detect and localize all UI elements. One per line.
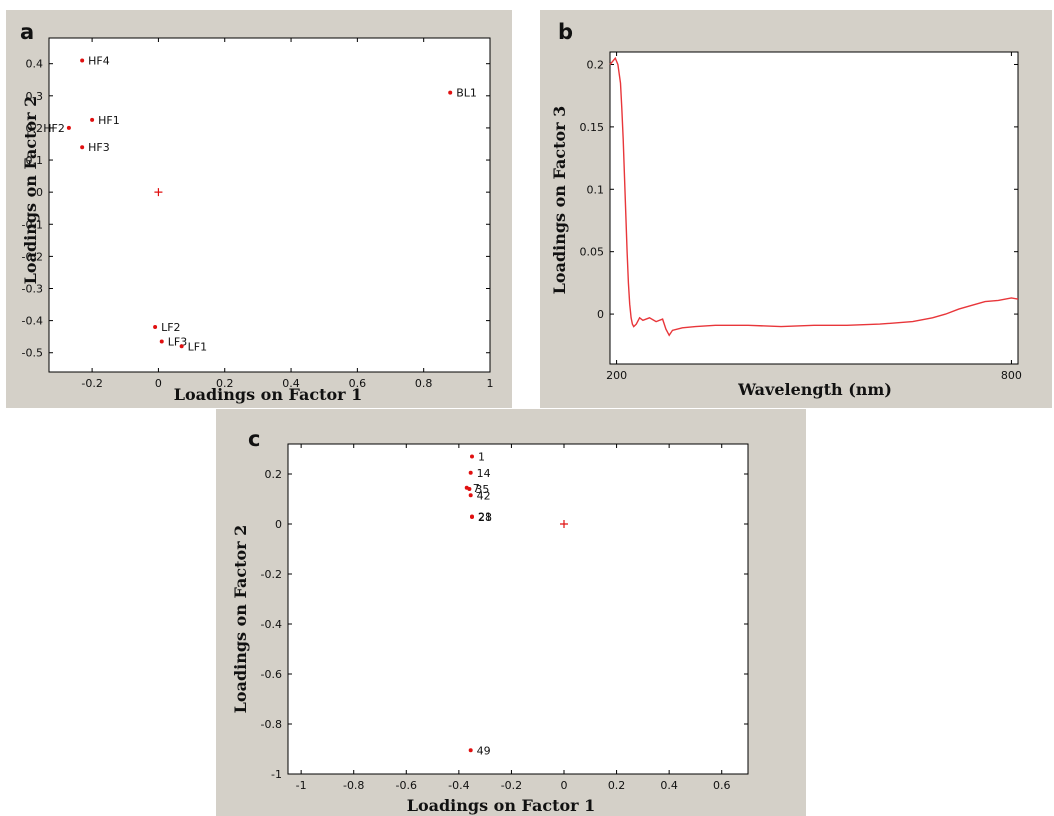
y-tick-label: -0.3 bbox=[22, 283, 43, 296]
data-point bbox=[90, 117, 95, 122]
data-point bbox=[153, 325, 158, 330]
data-point bbox=[179, 344, 184, 349]
y-tick-label: 0.2 bbox=[26, 122, 44, 135]
x-tick-label: 0.6 bbox=[713, 779, 731, 792]
data-point bbox=[80, 58, 85, 63]
y-axis-label: Loadings on Factor 2 bbox=[231, 525, 250, 714]
panel-letter: c bbox=[248, 427, 260, 451]
y-tick-label: -0.4 bbox=[261, 618, 282, 631]
y-tick-label: -0.6 bbox=[261, 668, 282, 681]
x-tick-label: -0.2 bbox=[501, 779, 522, 792]
y-tick-label: 0.1 bbox=[587, 183, 605, 196]
y-axis-label: Loadings on Factor 2 bbox=[21, 96, 40, 285]
y-tick-label: -0.2 bbox=[22, 250, 43, 263]
x-tick-label: 200 bbox=[606, 369, 627, 382]
plot-area bbox=[287, 443, 749, 775]
x-tick-label: -0.8 bbox=[343, 779, 364, 792]
origin-marker bbox=[154, 188, 163, 197]
panel-letter: a bbox=[20, 20, 34, 44]
data-point bbox=[66, 125, 71, 130]
panel-c: c -1 -0.8 -0.6 -0.4 -0.2 0 0.2 0.4 0.6 0.2 0 -0.2 -0.… bbox=[216, 409, 806, 816]
data-point-label: 35 bbox=[475, 483, 489, 496]
y-tick-label: -0.2 bbox=[261, 568, 282, 581]
x-tick-label: 1 bbox=[487, 377, 494, 390]
x-axis-label: Wavelength (nm) bbox=[737, 380, 892, 399]
data-point bbox=[468, 748, 473, 753]
data-point-label: HF1 bbox=[98, 114, 120, 127]
origin-marker bbox=[560, 520, 568, 528]
data-point-label: 21 bbox=[478, 511, 492, 524]
x-tick-label: 0.4 bbox=[660, 779, 678, 792]
data-point bbox=[448, 90, 453, 95]
data-point-label: LF1 bbox=[188, 340, 207, 353]
x-tick-label: -0.4 bbox=[448, 779, 469, 792]
data-point-label: HF2 bbox=[43, 122, 65, 135]
x-tick-label: -0.6 bbox=[396, 779, 417, 792]
panel-letter: b bbox=[558, 20, 573, 44]
y-tick-label: 0.2 bbox=[587, 58, 605, 71]
spectrum-line bbox=[609, 56, 1019, 337]
y-tick-label: -0.1 bbox=[22, 218, 43, 231]
data-point-label: 7 bbox=[473, 482, 480, 495]
y-tick-label: 0.4 bbox=[26, 58, 44, 71]
x-tick-label: 0.4 bbox=[282, 377, 300, 390]
y-tick-label: 0 bbox=[275, 518, 282, 531]
data-point-label: 28 bbox=[478, 511, 492, 524]
x-tick-label: 800 bbox=[1001, 369, 1022, 382]
y-tick-label: 0 bbox=[36, 186, 43, 199]
y-tick-label: -0.4 bbox=[22, 315, 43, 328]
x-tick-label: -1 bbox=[296, 779, 307, 792]
panel-b: b 200 800 0.2 0.15 0.1 0.05 0 Wavelength (nm) Loa… bbox=[540, 10, 1052, 408]
x-axis-label: Loadings on Factor 1 bbox=[407, 796, 596, 815]
x-tick-label: 0 bbox=[561, 779, 568, 792]
data-point bbox=[467, 487, 472, 491]
x-tick-label: 0.6 bbox=[349, 377, 367, 390]
y-tick-label: -0.8 bbox=[261, 718, 282, 731]
chart-c-svg: c -1 -0.8 -0.6 -0.4 -0.2 0 0.2 0.4 0.6 0.2 0 -0.2 -0.… bbox=[231, 427, 749, 815]
y-axis-label: Loadings on Factor 3 bbox=[550, 106, 569, 295]
panel-a: a -0.2 0 0.2 0.4 0.6 0.8 1 0.4 0.3 0.2 0.1 0 -0.1 -0.2… bbox=[6, 10, 512, 408]
data-point-label: 42 bbox=[477, 489, 491, 502]
data-point-label: 49 bbox=[477, 744, 491, 757]
y-tick-label: 0.05 bbox=[580, 246, 605, 259]
data-point-label: 1 bbox=[478, 451, 485, 464]
data-point bbox=[80, 145, 85, 150]
data-point bbox=[470, 454, 474, 459]
data-point bbox=[470, 515, 474, 519]
x-tick-label: 0.8 bbox=[415, 377, 433, 390]
data-point bbox=[468, 470, 473, 475]
data-point-label: 14 bbox=[477, 467, 491, 480]
x-tick-label: -0.2 bbox=[81, 377, 102, 390]
x-tick-label: 0 bbox=[155, 377, 162, 390]
y-tick-label: -1 bbox=[271, 768, 282, 781]
chart-b-svg: b 200 800 0.2 0.15 0.1 0.05 0 Wavelength (nm) Loa… bbox=[550, 20, 1022, 399]
data-point-label: BL1 bbox=[456, 87, 477, 100]
data-point-label: HF4 bbox=[88, 54, 110, 67]
y-tick-label: -0.5 bbox=[22, 347, 43, 360]
data-point-label: LF3 bbox=[168, 335, 187, 348]
data-point-label: HF3 bbox=[88, 141, 110, 154]
data-point-label: LF2 bbox=[161, 321, 180, 334]
y-tick-label: 0 bbox=[597, 308, 604, 321]
y-tick-label: 0.1 bbox=[26, 154, 44, 167]
x-tick-label: 0.2 bbox=[608, 779, 626, 792]
y-tick-label: 0.2 bbox=[265, 468, 283, 481]
chart-a-svg: a -0.2 0 0.2 0.4 0.6 0.8 1 0.4 0.3 0.2 0.1 0 -0.1 -0.2… bbox=[20, 20, 494, 404]
x-tick-label: 0.2 bbox=[216, 377, 234, 390]
data-point bbox=[468, 493, 473, 498]
y-tick-label: 0.15 bbox=[580, 121, 605, 134]
y-tick-label: 0.3 bbox=[26, 90, 44, 103]
x-axis-label: Loadings on Factor 1 bbox=[174, 385, 363, 404]
data-point bbox=[159, 339, 164, 344]
plot-area bbox=[48, 37, 491, 373]
plot-area bbox=[609, 51, 1019, 365]
